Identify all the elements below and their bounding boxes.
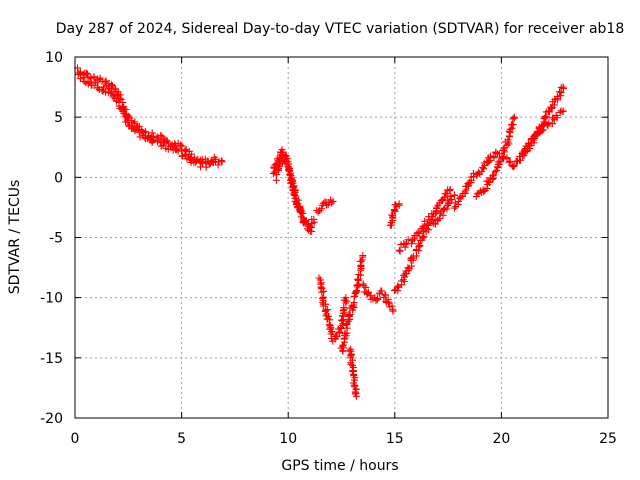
grid bbox=[75, 57, 608, 418]
data-point-cluster bbox=[391, 191, 458, 295]
ticks bbox=[74, 56, 609, 419]
y-tick-label: 0 bbox=[54, 170, 63, 186]
data-point-cluster bbox=[337, 252, 367, 355]
x-tick-label: 5 bbox=[177, 431, 186, 447]
data-point-cluster bbox=[386, 200, 403, 229]
x-tick-label: 25 bbox=[599, 431, 617, 447]
y-tick-label: -10 bbox=[40, 291, 63, 307]
data-point-cluster bbox=[472, 113, 518, 201]
data-point-cluster bbox=[359, 280, 397, 315]
data-point-cluster bbox=[395, 185, 454, 255]
x-tick-labels: 0 5 10 15 20 25 bbox=[71, 431, 617, 447]
data-point-cluster bbox=[315, 274, 351, 345]
y-tick-label: -20 bbox=[40, 411, 63, 427]
y-tick-label: 10 bbox=[45, 50, 63, 66]
y-axis-label: SDTVAR / TECUs bbox=[7, 180, 23, 295]
y-tick-label: 5 bbox=[54, 110, 63, 126]
x-tick-label: 15 bbox=[386, 431, 404, 447]
x-tick-label: 20 bbox=[492, 431, 510, 447]
y-tick-label: -15 bbox=[40, 351, 63, 367]
data-points bbox=[74, 64, 567, 400]
data-point-cluster bbox=[272, 151, 318, 231]
x-tick-label: 0 bbox=[71, 431, 80, 447]
x-tick-label: 10 bbox=[279, 431, 297, 447]
x-axis-label: GPS time / hours bbox=[281, 458, 398, 474]
data-point-cluster bbox=[451, 148, 518, 212]
data-point-cluster bbox=[313, 196, 337, 216]
y-tick-labels: -20 -15 -10 -5 0 5 10 bbox=[40, 50, 63, 427]
data-point-cluster bbox=[519, 83, 567, 160]
chart-title: Day 287 of 2024, Sidereal Day-to-day VTE… bbox=[56, 21, 625, 37]
data-point-cluster bbox=[74, 70, 220, 171]
data-point-cluster bbox=[345, 345, 360, 400]
y-tick-label: -5 bbox=[49, 231, 63, 247]
